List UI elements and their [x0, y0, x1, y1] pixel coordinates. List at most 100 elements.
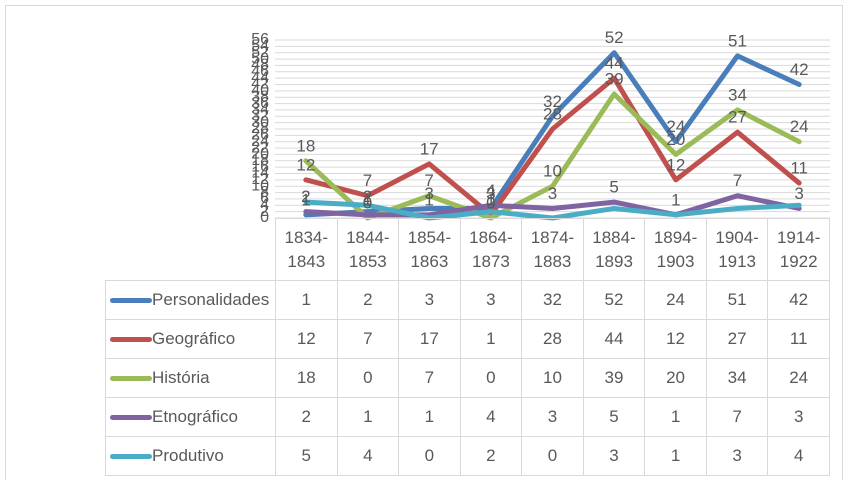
blank-cell [105, 218, 276, 281]
x-tick-label: 1854-1863 [398, 218, 461, 281]
y-tick-label: 40 [251, 82, 269, 99]
data-label: 1 [486, 190, 495, 209]
y-tick-label: 50 [251, 50, 269, 67]
table-cell: 1 [644, 397, 707, 437]
data-label: 27 [728, 108, 747, 127]
y-tick-label: 54 [251, 38, 269, 55]
table-cell: 12 [275, 319, 338, 359]
table-cell: 4 [767, 436, 830, 476]
data-label: 2 [301, 187, 310, 206]
data-label: 7 [424, 171, 433, 190]
table-cell: 7 [336, 319, 400, 359]
y-tick-label: 8 [260, 184, 269, 201]
x-tick-label: 1864-1873 [459, 218, 523, 281]
data-label: 18 [296, 136, 315, 155]
table-cell: 39 [582, 358, 646, 398]
table-row: História 18 0 7 0 10 39 20 34 24 [105, 358, 830, 398]
y-tick-label: 22 [251, 139, 269, 156]
legend-swatch [110, 298, 152, 304]
table-cell: 1 [644, 436, 707, 476]
data-table: 1834-1843 1844-1853 1854-1863 1864-1873 1874… [105, 218, 830, 476]
y-tick-label: 2 [260, 203, 269, 220]
legend-entry: Etnográfico [105, 397, 276, 437]
y-tick-label: 32 [251, 108, 269, 125]
y-tick-label: 52 [251, 44, 269, 61]
data-label: 10 [543, 162, 562, 181]
table-cell: 44 [582, 319, 646, 359]
legend-entry: Geográfico [105, 319, 276, 359]
y-tick-label: 30 [251, 114, 269, 131]
table-cell: 2 [275, 397, 338, 437]
table-cell: 18 [275, 358, 338, 398]
legend-label: Etnográfico [152, 407, 238, 426]
table-row: Geográfico 12 7 17 1 28 44 12 27 11 [105, 319, 830, 359]
table-cell: 0 [521, 436, 584, 476]
y-tick-label: 42 [251, 76, 269, 93]
table-cell: 7 [398, 358, 461, 398]
data-label: 4 [486, 181, 495, 200]
x-tick-label: 1884-1893 [582, 218, 646, 281]
table-row: Personalidades 1 2 3 3 32 52 24 51 42 [105, 280, 830, 320]
legend-swatch [110, 337, 152, 343]
data-label: 24 [666, 117, 685, 136]
data-label: 2 [363, 187, 372, 206]
y-tick-label: 26 [251, 127, 269, 144]
table-row: Produtivo 5 4 0 2 0 3 1 3 4 [105, 436, 830, 476]
y-tick-label: 0 [260, 209, 269, 226]
table-cell: 3 [767, 397, 830, 437]
table-cell: 7 [705, 397, 769, 437]
legend-swatch [110, 376, 152, 382]
table-cell: 32 [521, 280, 584, 320]
data-label: 0 [486, 193, 495, 212]
table-cell: 3 [459, 280, 523, 320]
data-label: 11 [790, 159, 808, 178]
table-cell: 11 [767, 319, 830, 359]
data-label: 7 [363, 171, 372, 190]
table-cell: 20 [644, 358, 707, 398]
x-tick-label: 1894-1903 [644, 218, 707, 281]
legend-label: Geográfico [152, 329, 236, 348]
table-cell: 3 [521, 397, 584, 437]
y-tick-label: 28 [251, 120, 269, 137]
y-tick-label: 10 [251, 177, 269, 194]
table-cell: 4 [459, 397, 523, 437]
x-tick-label: 1904-1913 [705, 218, 769, 281]
y-tick-label: 24 [251, 133, 269, 150]
data-label: 12 [296, 155, 315, 174]
y-tick-label: 46 [251, 63, 269, 80]
y-tick-label: 12 [251, 171, 269, 188]
y-tick-label: 6 [260, 190, 269, 207]
data-label: 52 [605, 28, 624, 47]
data-label: 20 [666, 130, 685, 149]
data-label: 3 [424, 184, 433, 203]
table-cell: 12 [644, 319, 707, 359]
table-cell: 0 [459, 358, 523, 398]
x-tick-label: 1914-1922 [767, 218, 830, 281]
data-label: 7 [733, 171, 742, 190]
table-cell: 1 [459, 319, 523, 359]
table-cell: 4 [336, 436, 400, 476]
table-cell: 28 [521, 319, 584, 359]
data-label: 42 [790, 60, 809, 79]
table-cell: 51 [705, 280, 769, 320]
table-cell: 27 [705, 319, 769, 359]
y-tick-label: 34 [251, 101, 269, 118]
legend-entry: Produtivo [105, 436, 276, 476]
table-cell: 0 [398, 436, 461, 476]
data-label: 1 [363, 190, 372, 209]
y-tick-label: 4 [260, 197, 269, 214]
data-label: 1 [424, 190, 433, 209]
table-cell: 5 [582, 397, 646, 437]
data-label: 28 [543, 104, 562, 123]
x-tick-label: 1834-1843 [275, 218, 338, 281]
table-cell: 1 [336, 397, 400, 437]
legend-swatch [110, 454, 152, 460]
data-label: 51 [728, 31, 747, 50]
table-cell: 1 [398, 397, 461, 437]
table-cell: 0 [336, 358, 400, 398]
x-tick-label: 1874-1883 [521, 218, 584, 281]
data-label: 3 [486, 184, 495, 203]
table-cell: 1 [275, 280, 338, 320]
table-cell: 24 [644, 280, 707, 320]
